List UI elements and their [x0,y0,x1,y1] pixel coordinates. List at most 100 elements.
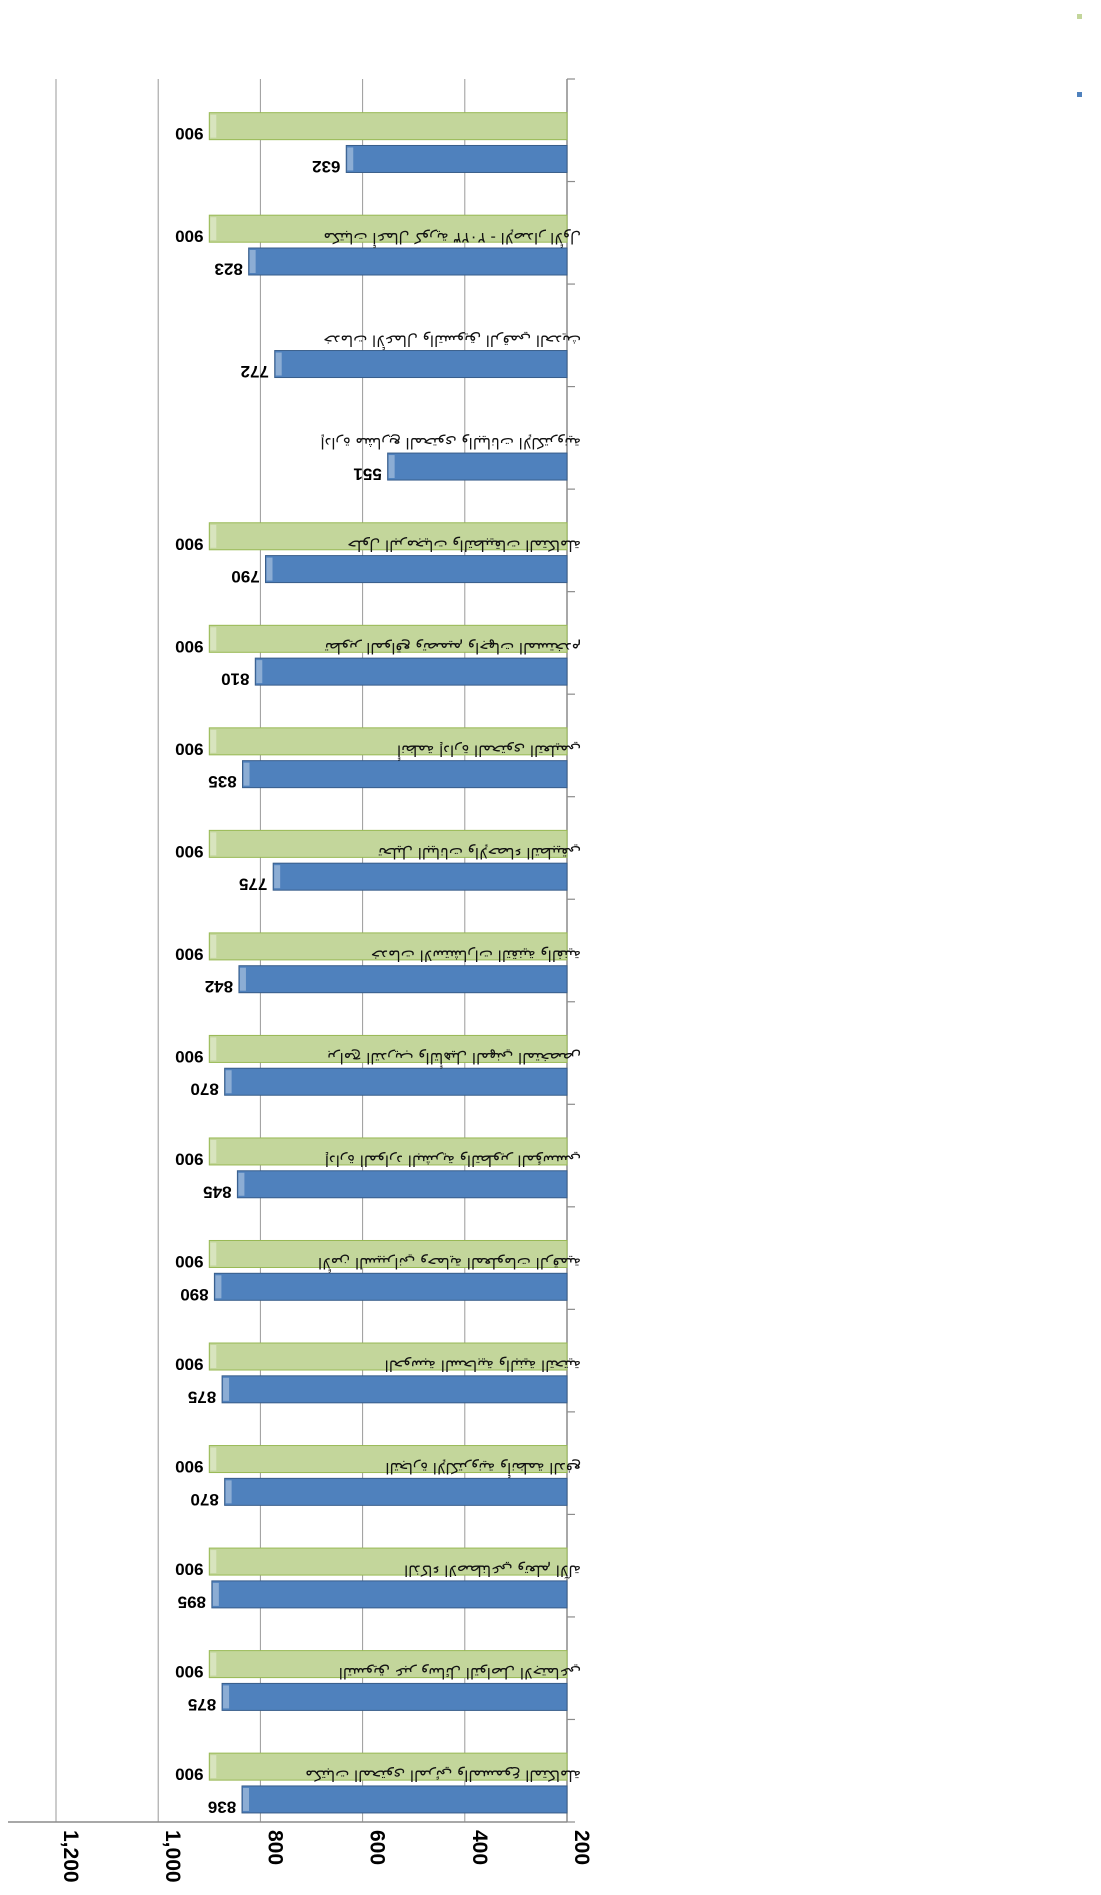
data-label: 900 [175,1560,203,1579]
bar [208,1034,568,1063]
bar [274,350,568,379]
bar-highlight [249,250,256,274]
value-tick-label: 600 [366,1830,389,1865]
category-label: مكتبات أعمال كورية ٢٠٢٣ - الإصدار الأول [323,229,581,248]
data-label: 875 [188,1387,216,1406]
value-tick-label: 800 [263,1830,286,1865]
bar-highlight [210,1550,217,1574]
bar-highlight [388,455,395,479]
data-label: 895 [178,1592,206,1611]
value-tick-label: 200 [570,1830,593,1865]
bar-highlight [223,1685,230,1709]
bar-highlight [210,1242,217,1266]
bar [221,1682,568,1711]
category-label: إدارة مشاريع المحتوى والبيانات الإلكترون… [320,434,581,452]
category-label: الذكاء الاصطناعي وتعلم الآلة [404,1561,581,1580]
bar [221,1375,568,1404]
bar [208,829,568,858]
data-label: 810 [221,670,249,689]
data-label: 842 [205,977,233,996]
data-labels: 632 900 823 900 772 551 790 900 810 900 835 900 775 9… [175,124,382,1816]
bar [208,1445,568,1474]
data-label: 900 [175,1457,203,1476]
bar [211,1580,568,1609]
data-label: 900 [175,227,203,246]
data-label: 772 [241,362,269,381]
category-label: الأمن السيبراني وحماية المعلومات الرقمية [318,1253,581,1273]
value-tick-label: 1,200 [59,1830,82,1883]
data-label: 900 [175,1662,203,1681]
bar-highlight [210,1037,217,1061]
data-label: 775 [239,875,267,894]
bar-highlight [210,217,217,241]
bar-highlight [210,1652,217,1676]
category-label: التجارة الإلكترونية وأنظمة الدفع [385,1459,581,1478]
bar [208,624,568,653]
bar [213,1272,568,1301]
category-label: برامج التدريب والتأهيل المهني المتخصص [327,1048,581,1069]
bar [208,727,568,756]
data-label: 823 [214,260,242,279]
bar-highlight [243,762,250,786]
bar [208,1547,568,1576]
bar-highlight [210,524,217,548]
bar [254,657,568,686]
data-label: 900 [175,944,203,963]
bar-highlight [347,147,354,171]
category-label: حلول البرمجيات والتطبيقات المتكاملة [347,536,581,554]
bar [236,1170,568,1199]
bar-highlight [266,557,273,581]
category-label: الحوسبة السحابية والبنية التحتية [385,1357,581,1375]
bar-highlight [210,627,217,651]
data-label: 790 [231,567,259,586]
bar [224,1067,568,1096]
bar [265,555,568,584]
bar [208,1239,568,1268]
bar-highlight [210,114,217,138]
bar-highlight [256,660,263,684]
bar [238,965,568,994]
category-label: تحليل البيانات والإحصاء التطبيقي [378,843,581,862]
category-labels: مكتبات أعمال كورية ٢٠٢٣ - الإصدار الأول خ… [305,229,581,1785]
bar-highlight [225,1070,232,1094]
legend [1077,14,1082,97]
data-label: 870 [190,1490,218,1509]
category-label: خدمات الأعمال والتسويق الرقمي الحديث [323,330,581,350]
bar-highlight [212,1582,219,1606]
bar [242,760,568,789]
bar [224,1477,568,1506]
bar-highlight [210,1139,217,1163]
category-label: تطوير المواقع وتصميم واجهات المستخدم [325,639,581,657]
data-label: 900 [175,1047,203,1066]
data-label: 900 [175,124,203,143]
data-label: 551 [353,465,381,484]
bar-highlight [215,1275,222,1299]
bar-highlight [274,865,281,889]
bar-highlight [223,1377,230,1401]
bar-highlight [275,352,282,376]
bar [208,522,568,551]
bars [208,112,568,1814]
bar-highlight [225,1480,232,1504]
data-label: 900 [175,1252,203,1271]
data-label: 835 [208,772,236,791]
category-label: إدارة الموارد البشرية والتطوير المؤسسي [325,1151,581,1170]
data-label: 900 [175,1355,203,1374]
legend-swatch-target [1077,14,1082,19]
bar-highlight [239,967,246,991]
bar [387,452,568,481]
category-label: أنظمة إدارة المحتوى التعليمي [397,740,581,760]
legend-swatch-actual [1077,92,1082,97]
bar-highlight [238,1172,245,1196]
bar [208,1137,568,1166]
bar [248,247,568,276]
bar [345,144,568,173]
data-label: 890 [180,1285,208,1304]
bar [272,862,568,891]
bar-highlight [210,1755,217,1779]
data-label: 900 [175,1765,203,1784]
bar-highlight [210,729,217,753]
bar [208,932,568,961]
data-label: 900 [175,534,203,553]
